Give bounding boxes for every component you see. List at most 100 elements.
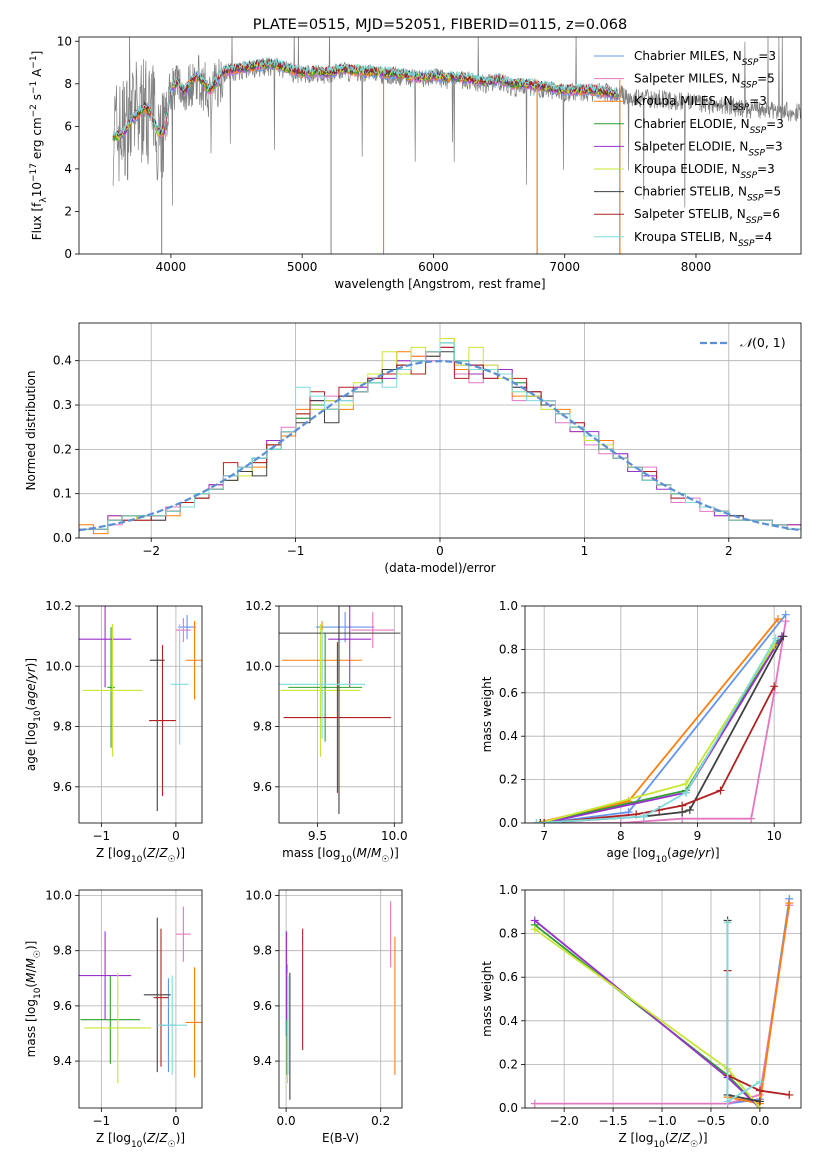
label-part: / [24, 968, 38, 973]
legend-label-sub: SSP [747, 194, 764, 204]
label-part: Z [log [96, 1131, 131, 1145]
weight-marker-1 [781, 617, 790, 626]
label-part: / [155, 1131, 160, 1145]
y-tick-label: 0.8 [499, 642, 518, 656]
label-part: 10 [30, 182, 44, 197]
axes-frame [78, 36, 802, 255]
label-part: ] [30, 51, 44, 56]
legend-label: Kroupa MILES, NSSP=3 [634, 94, 767, 113]
weight-marker-1 [530, 1099, 539, 1108]
label-part: )] [176, 1131, 185, 1145]
weight-line-7 [544, 685, 776, 823]
x-tick-label: 9 [694, 829, 702, 843]
legend-label-suffix: =4 [754, 230, 772, 244]
y-tick-label: 9.4 [53, 1054, 72, 1068]
legend-label-main: Salpeter MILES, N [634, 72, 741, 86]
label-part: E(B-V) [322, 1131, 359, 1145]
y-tick-label: 0.6 [499, 686, 518, 700]
y-tick-label: 6 [64, 119, 72, 133]
label-part: ☉ [381, 855, 389, 865]
weight-line-7 [726, 970, 790, 1096]
y-tick-label: 10.0 [45, 889, 72, 903]
plot-area-age_vs_mass [279, 606, 401, 814]
y-tick-label: 8 [64, 77, 72, 91]
x-axis-label: Z [log10(Z/Z☉)] [96, 846, 185, 865]
legend-label-main: Chabrier ELODIE, N [634, 117, 750, 131]
label-part: ( [142, 846, 147, 860]
label-part: 10 [131, 855, 143, 865]
plot-area-weight_vs_Z [530, 894, 794, 1108]
x-tick-label: −1 [93, 829, 111, 843]
label-part: Z [669, 1131, 679, 1145]
residual-legend: 𝒩(0, 1) [700, 335, 786, 350]
panel-weight_vs_Z: −2.0 −1.5 −1.0 −0.5 0.0 0.0 0.2 0.4 0.6 0.8 1.0 Z [… [480, 883, 802, 1150]
legend-label: Salpeter ELODIE, NSSP=3 [634, 139, 783, 158]
label-part: age [672, 846, 694, 860]
label-part: −1 [29, 81, 39, 94]
weight-line-0 [727, 898, 791, 1105]
legend-label-suffix: =3 [765, 139, 783, 153]
legend-label: 𝒩(0, 1) [740, 335, 786, 350]
legend-label-sub: SSP [750, 126, 767, 136]
weight-marker-6 [755, 1097, 764, 1106]
weight-marker-7 [770, 682, 779, 691]
y-tick-label: 10.2 [45, 599, 72, 613]
panel-mass_vs_ebv: 0.0 0.2 9.4 9.6 9.8 10.0 E(B-V) [245, 889, 403, 1145]
y-tick-label: 9.8 [253, 944, 272, 958]
weight-marker-5 [682, 779, 690, 788]
label-part: Z [681, 1131, 691, 1145]
y-tick-label: 0.4 [53, 354, 72, 368]
x-axis-label: (data-model)/error [384, 561, 495, 575]
weight-marker-7 [785, 1090, 794, 1099]
figure-title: PLATE=0515, MJD=52051, FIBERID=0115, z=0… [253, 17, 627, 33]
label-part: )] [389, 846, 398, 860]
plot-area-residuals [79, 338, 801, 538]
plot-area-weight_vs_age [532, 610, 790, 823]
label-part: s [30, 94, 44, 104]
legend-label: Chabrier ELODIE, NSSP=3 [634, 117, 784, 136]
legend-label-suffix: =5 [764, 185, 782, 199]
legend-label-sub: SSP [742, 58, 759, 68]
legend-label-main: Kroupa STELIB, N [634, 230, 738, 244]
weight-marker-7 [678, 801, 687, 810]
legend-label-main: Salpeter STELIB, N [634, 207, 746, 221]
label-part: ☉ [168, 855, 176, 865]
axes-frame [278, 889, 403, 1109]
label-part: Z [158, 846, 168, 860]
model-spectrum-8 [112, 58, 618, 137]
panel-residuals: −2 −1 0 1 2 0.0 0.1 0.2 0.3 0.4 (data-model)/error… [24, 322, 802, 575]
x-tick-label: 5000 [287, 260, 318, 274]
x-tick-label: 0.2 [371, 1114, 390, 1128]
y-tick-label: 9.6 [53, 999, 72, 1013]
x-tick-label: 1 [581, 544, 589, 558]
label-part: ( [352, 846, 357, 860]
y-axis-label: age [log10(age/yr)] [24, 658, 43, 771]
label-part: (data-model)/error [384, 561, 495, 575]
label-part: M [357, 846, 368, 860]
label-part: / [678, 1131, 683, 1145]
weight-line-8 [536, 638, 777, 823]
label-part: age [log [606, 846, 655, 860]
label-part: 10 [653, 1140, 665, 1150]
y-tick-label: 9.8 [53, 944, 72, 958]
label-part: erg cm [30, 117, 44, 163]
x-tick-label: −2.0 [550, 1114, 579, 1128]
label-part: Z [log [618, 1131, 653, 1145]
legend-label-suffix: =3 [749, 94, 767, 108]
legend-label: Chabrier STELIB, NSSP=5 [634, 185, 781, 204]
label-part: )] [698, 1131, 707, 1145]
label-part: 10 [656, 855, 668, 865]
legend-label-main: Kroupa ELODIE, N [634, 162, 741, 176]
label-part: / [367, 846, 372, 860]
legend-label-suffix: =6 [762, 207, 780, 221]
label-part: / [155, 846, 160, 860]
axes-frame [78, 322, 802, 539]
label-part: M [24, 972, 38, 983]
panel-spectrum: 4000 5000 6000 7000 8000 0 2 4 6 8 10 wavelength [A… [29, 34, 802, 291]
x-tick-label: 9.5 [308, 829, 327, 843]
label-part: ( [665, 1131, 670, 1145]
label-part: mass [log [24, 999, 38, 1057]
y-tick-label: 2 [64, 204, 72, 218]
x-tick-label: 0.0 [277, 1114, 296, 1128]
